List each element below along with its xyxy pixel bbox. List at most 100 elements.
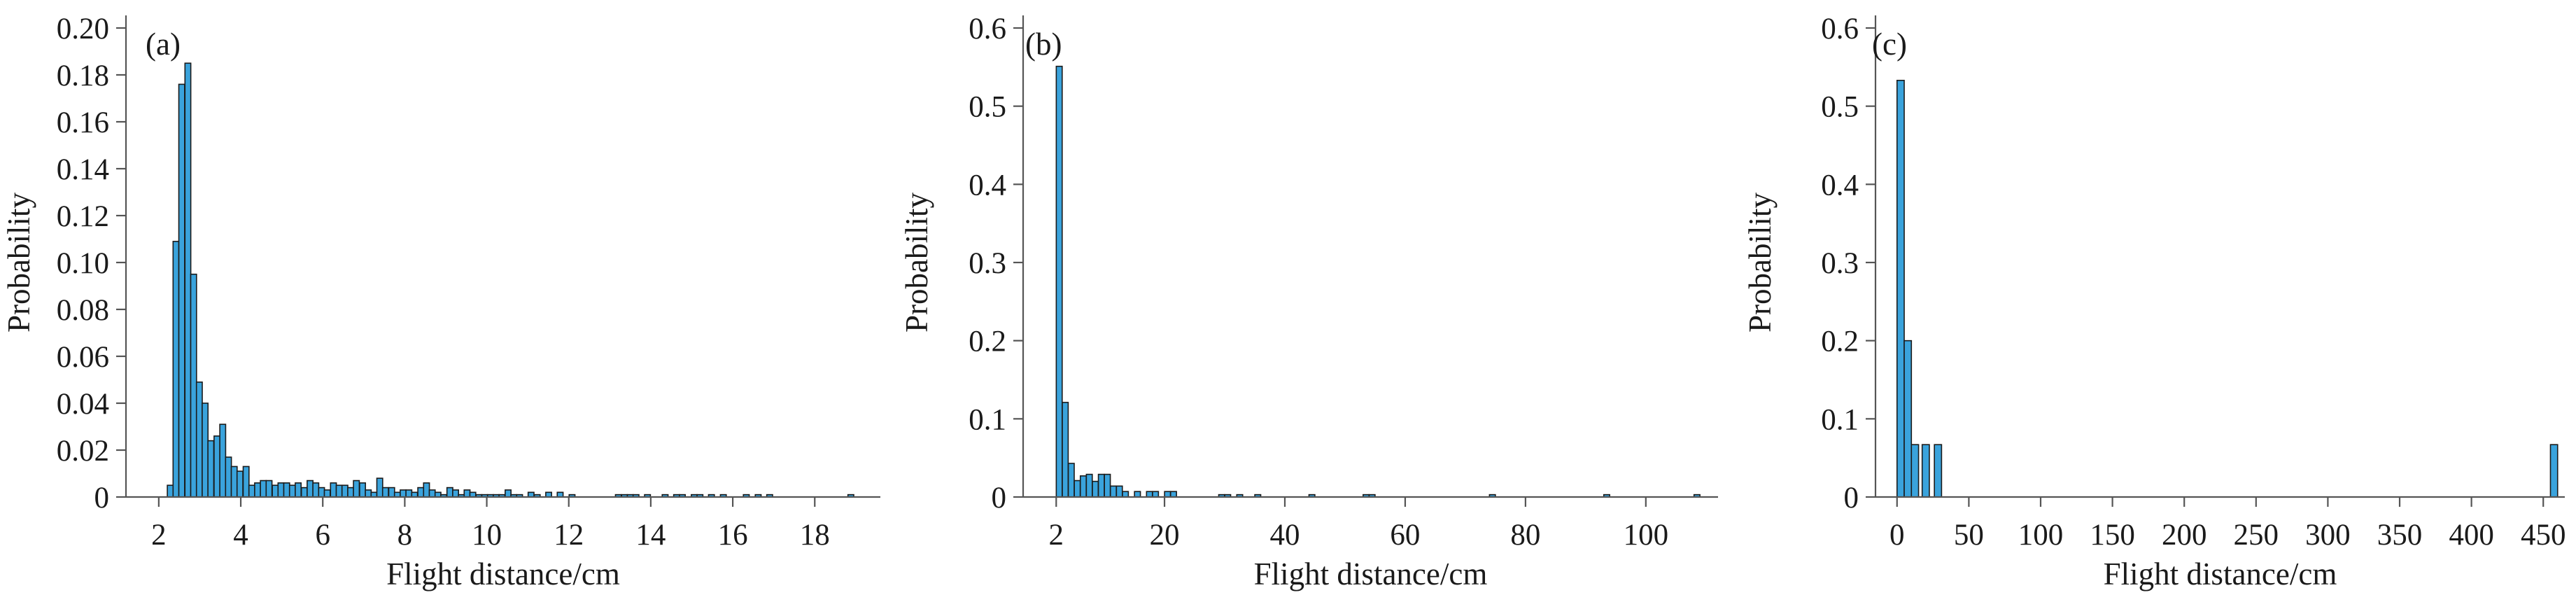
histogram-bar (1062, 402, 1069, 498)
histogram-bar (195, 382, 203, 498)
histogram-bar (417, 486, 425, 498)
histogram-bar (178, 83, 185, 498)
histogram-bar (230, 465, 238, 498)
histogram-bar (1079, 475, 1087, 498)
histogram-bar (248, 484, 255, 498)
histogram-bar (167, 484, 174, 498)
y-tick-label: 0.5 (1821, 91, 1859, 124)
histogram-bar (1055, 65, 1063, 498)
histogram-bar (1903, 340, 1913, 498)
histogram-bar (1896, 80, 1905, 498)
histogram-bar (242, 465, 250, 498)
histogram-bar (323, 489, 331, 498)
histogram-bar (2549, 444, 2559, 498)
histogram-bar (388, 486, 395, 498)
histogram-bar (1067, 463, 1075, 498)
histogram-bar (272, 484, 279, 498)
x-tick-label: 80 (1510, 519, 1540, 552)
histogram-bar (1164, 491, 1171, 498)
histogram-bar (1074, 479, 1081, 498)
x-tick-label: 12 (554, 519, 584, 552)
histogram-bar (1115, 485, 1123, 498)
x-tick-label: 100 (1624, 519, 1669, 552)
y-tick-label: 0 (1844, 482, 1859, 514)
y-tick-label: 0.3 (969, 247, 1006, 280)
x-tick-label: 10 (472, 519, 502, 552)
x-axis-title: Flight distance/cm (1254, 556, 1488, 592)
x-tick-label: 60 (1390, 519, 1420, 552)
histogram-bar (254, 482, 262, 498)
x-tick-label: 2 (151, 519, 167, 552)
histogram-bar (288, 484, 296, 498)
y-tick-label: 0.14 (57, 153, 109, 186)
y-tick-label: 0.4 (1821, 169, 1859, 202)
histogram-bar (463, 489, 471, 498)
y-tick-label: 0.18 (57, 59, 109, 92)
histogram-bar (452, 489, 460, 498)
histogram-bar (172, 241, 180, 498)
histogram-bar (359, 482, 367, 498)
bars (167, 62, 854, 498)
histogram-bar (347, 486, 355, 498)
histogram-bar (1097, 473, 1105, 498)
histogram-bar (219, 424, 227, 498)
y-tick-label: 0.4 (969, 169, 1006, 202)
histogram-bar (1092, 480, 1099, 498)
histogram-bar (400, 489, 407, 498)
y-axis-title: Probability (1743, 192, 1778, 332)
y-tick-label: 0.6 (969, 13, 1006, 46)
x-tick-label: 40 (1269, 519, 1300, 552)
histogram-bar (283, 482, 290, 498)
histogram-bar (335, 484, 343, 498)
histogram-bar (365, 489, 372, 498)
x-tick-label: 400 (2449, 519, 2494, 552)
histogram-bar (446, 486, 453, 498)
histogram-bar (1910, 444, 1920, 498)
x-tick-label: 18 (800, 519, 830, 552)
histogram-bar (202, 402, 209, 498)
panel-a-histogram: 2 4 6 8 10 12 14 16 18 0 0.02 0.04 0.06 0.08 0.10 0.12 0… (1, 13, 880, 592)
x-tick-label: 50 (1954, 519, 1984, 552)
y-tick-label: 0.04 (57, 388, 109, 421)
x-tick-label: 16 (718, 519, 748, 552)
y-tick-label: 0.6 (1821, 13, 1859, 46)
x-tick-label: 4 (233, 519, 248, 552)
histogram-bar (353, 479, 360, 498)
y-tick-label: 0.02 (57, 435, 109, 468)
y-tick-label: 0.2 (1821, 326, 1859, 358)
histogram-bar (423, 482, 430, 498)
y-axis-title: Probability (1, 192, 36, 332)
histogram-bar (1122, 491, 1129, 498)
histogram-bar (184, 62, 192, 498)
histogram-bar (1169, 491, 1177, 498)
x-tick-label: 100 (2018, 519, 2064, 552)
histogram-bar (307, 479, 314, 498)
x-tick-label: 14 (635, 519, 666, 552)
x-tick-label: 20 (1150, 519, 1180, 552)
y-axis-title: Probability (899, 192, 934, 332)
x-tick-label: 250 (2234, 519, 2279, 552)
histogram-bar (1085, 473, 1093, 498)
x-tick-label: 450 (2521, 519, 2566, 552)
histogram-bar (1934, 444, 1943, 498)
panel-label: (c) (1872, 27, 1907, 62)
histogram-bar (265, 479, 273, 498)
histogram-bar (428, 489, 436, 498)
histogram-bar (505, 489, 512, 498)
y-tick-label: 0.16 (57, 106, 109, 139)
bars (1896, 80, 2559, 498)
y-tick-label: 0.5 (969, 91, 1006, 124)
histogram-bar (330, 482, 337, 498)
histogram-bar (312, 482, 320, 498)
x-tick-label: 0 (1889, 519, 1905, 552)
y-tick-label: 0 (992, 482, 1007, 514)
x-tick-label: 6 (315, 519, 330, 552)
y-tick-label: 0.10 (57, 247, 109, 280)
y-tick-label: 0.08 (57, 294, 109, 327)
y-tick-label: 0.1 (1821, 403, 1859, 436)
x-tick-label: 150 (2090, 519, 2135, 552)
y-tick-label: 0.06 (57, 341, 109, 374)
histogram-bar (295, 482, 302, 498)
